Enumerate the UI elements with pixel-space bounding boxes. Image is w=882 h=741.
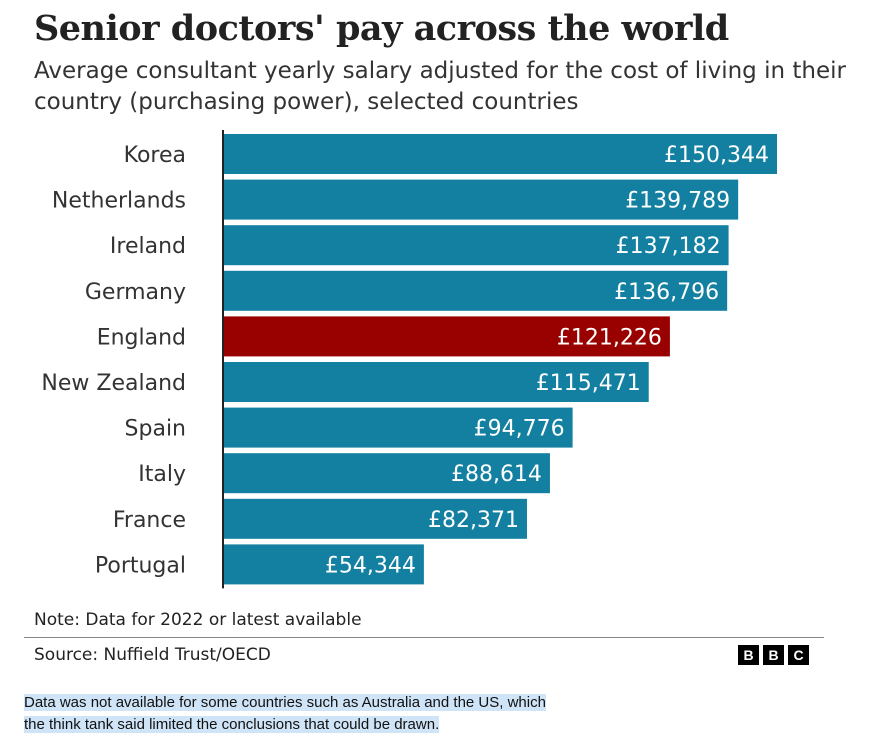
chart-note: Note: Data for 2022 or latest available — [34, 610, 362, 630]
category-label: Spain — [125, 417, 186, 442]
bbc-logo-letter: B — [763, 645, 784, 665]
value-label: £82,371 — [428, 508, 519, 533]
category-label: New Zealand — [41, 371, 186, 396]
bar-portugal — [224, 544, 424, 585]
category-label: Italy — [138, 462, 186, 487]
bar-netherlands — [224, 179, 739, 220]
bar-germany — [224, 270, 728, 311]
bar-korea — [224, 134, 777, 174]
bar-england — [224, 316, 670, 357]
value-label: £115,471 — [536, 371, 641, 396]
value-label: £136,796 — [614, 280, 719, 305]
chart-source: Source: Nuffield Trust/OECD — [34, 645, 271, 665]
bbc-logo: B B C — [738, 645, 809, 665]
value-label: £121,226 — [557, 325, 662, 350]
category-label: Germany — [85, 280, 186, 305]
chart-title: Senior doctors' pay across the world — [34, 8, 729, 49]
value-label: £88,614 — [451, 462, 542, 487]
bar-chart: £150,344 Korea £139,789 Netherlands £137,182… — [41, 130, 777, 589]
value-label: £137,182 — [616, 234, 721, 259]
bbc-logo-letter: B — [738, 645, 759, 665]
category-label: England — [97, 325, 186, 350]
value-label: £150,344 — [664, 143, 769, 168]
category-label: Portugal — [95, 553, 186, 578]
category-label: Korea — [124, 143, 186, 168]
value-label: £94,776 — [474, 417, 565, 442]
category-label: Ireland — [110, 234, 186, 259]
category-label: Netherlands — [52, 189, 186, 214]
footer-divider — [24, 637, 824, 638]
chart-subtitle: Average consultant yearly salary adjuste… — [34, 58, 846, 115]
caption-line-1: Data was not available for some countrie… — [24, 694, 546, 711]
caption-line-2: the think tank said limited the conclusi… — [24, 716, 440, 733]
article-caption: Data was not available for some countrie… — [24, 692, 546, 736]
category-label: France — [113, 508, 186, 533]
bar-france — [224, 498, 527, 539]
value-label: £139,789 — [625, 189, 730, 214]
bbc-logo-letter: C — [788, 645, 809, 665]
bar-italy — [224, 453, 550, 494]
bar-ireland — [224, 225, 729, 266]
bar-new-zealand — [224, 362, 649, 402]
value-label: £54,344 — [325, 553, 416, 578]
bar-spain — [224, 407, 573, 448]
